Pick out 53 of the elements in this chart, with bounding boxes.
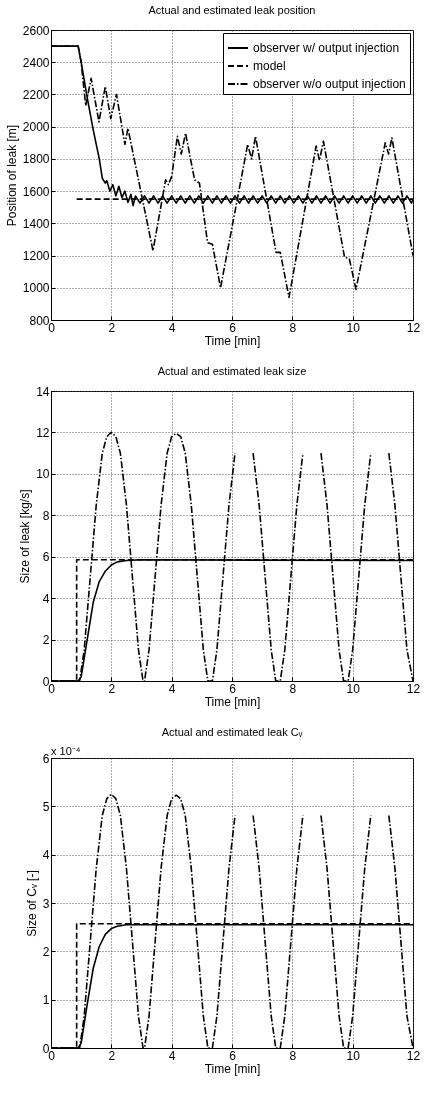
- y-axis-title: Position of leak [m]: [4, 124, 19, 227]
- y-tick-label: 10: [36, 467, 50, 482]
- y-tick-label: 1: [42, 993, 50, 1008]
- x-tick-label: 4: [168, 1048, 176, 1063]
- x-axis-title: Time [min]: [204, 694, 261, 709]
- x-tick-label: 8: [289, 681, 297, 696]
- x-tick-label: 4: [168, 320, 176, 335]
- x-tick-label: 10: [346, 1048, 361, 1063]
- y-tick-label: 3: [42, 896, 50, 911]
- x-axis-title: Time [min]: [204, 1061, 261, 1076]
- x-tick-label: 10: [346, 681, 361, 696]
- x-tick-label: 8: [289, 320, 297, 335]
- chart-title: Actual and estimated leak Cᵥ: [161, 726, 303, 738]
- text: x 10⁻⁴: [51, 745, 81, 757]
- y-tick-label: 2: [42, 633, 50, 648]
- x-tick-label: 10: [346, 320, 361, 335]
- x-tick-label: 8: [289, 1048, 297, 1063]
- y-tick-label: 1200: [22, 249, 50, 264]
- x-axis-title: Time [min]: [204, 333, 261, 348]
- y-tick-label: 1600: [22, 184, 50, 199]
- y-tick-label: 2600: [22, 23, 50, 38]
- x-tick-label: 12: [406, 1048, 421, 1063]
- y-axis-title: Size of leak [kg/s]: [18, 489, 33, 584]
- y-tick-label: 4: [42, 591, 50, 606]
- y-tick-label: 6: [42, 751, 50, 766]
- legend-label: observer w/ output injection: [253, 41, 400, 55]
- chart-title: Actual and estimated leak position: [148, 4, 316, 16]
- x-tick-label: 6: [229, 681, 237, 696]
- x-tick-label: 12: [406, 681, 421, 696]
- x-tick-label: 2: [108, 1048, 116, 1063]
- y-tick-label: 8: [42, 508, 50, 523]
- y-tick-label: 2400: [22, 55, 50, 70]
- legend-label: observer w/o output injection: [253, 77, 406, 91]
- y-tick-label: 2000: [22, 120, 50, 135]
- x-tick-label: 4: [168, 681, 176, 696]
- y-tick-label: 14: [36, 384, 50, 399]
- x-tick-label: 6: [229, 320, 237, 335]
- y-tick-label: 12: [36, 425, 50, 440]
- x-tick-label: 2: [108, 681, 116, 696]
- legend-label: model: [253, 59, 286, 73]
- y-tick-label: 1400: [22, 216, 50, 231]
- y-tick-label: 2200: [22, 87, 50, 102]
- x-tick-label: 2: [108, 320, 116, 335]
- x-tick-label: 6: [229, 1048, 237, 1063]
- y-tick-label: 1800: [22, 152, 50, 167]
- y-tick-label: 1000: [22, 281, 50, 296]
- y-tick-label: 5: [42, 799, 50, 814]
- x-tick-label: 12: [406, 320, 421, 335]
- y-tick-label: 4: [42, 848, 50, 863]
- y-tick-label: 2: [42, 944, 50, 959]
- y-axis-title: Size of Cᵥ [-]: [24, 870, 39, 937]
- y-tick-label: 6: [42, 550, 50, 565]
- chart-title: Actual and estimated leak size: [157, 365, 307, 377]
